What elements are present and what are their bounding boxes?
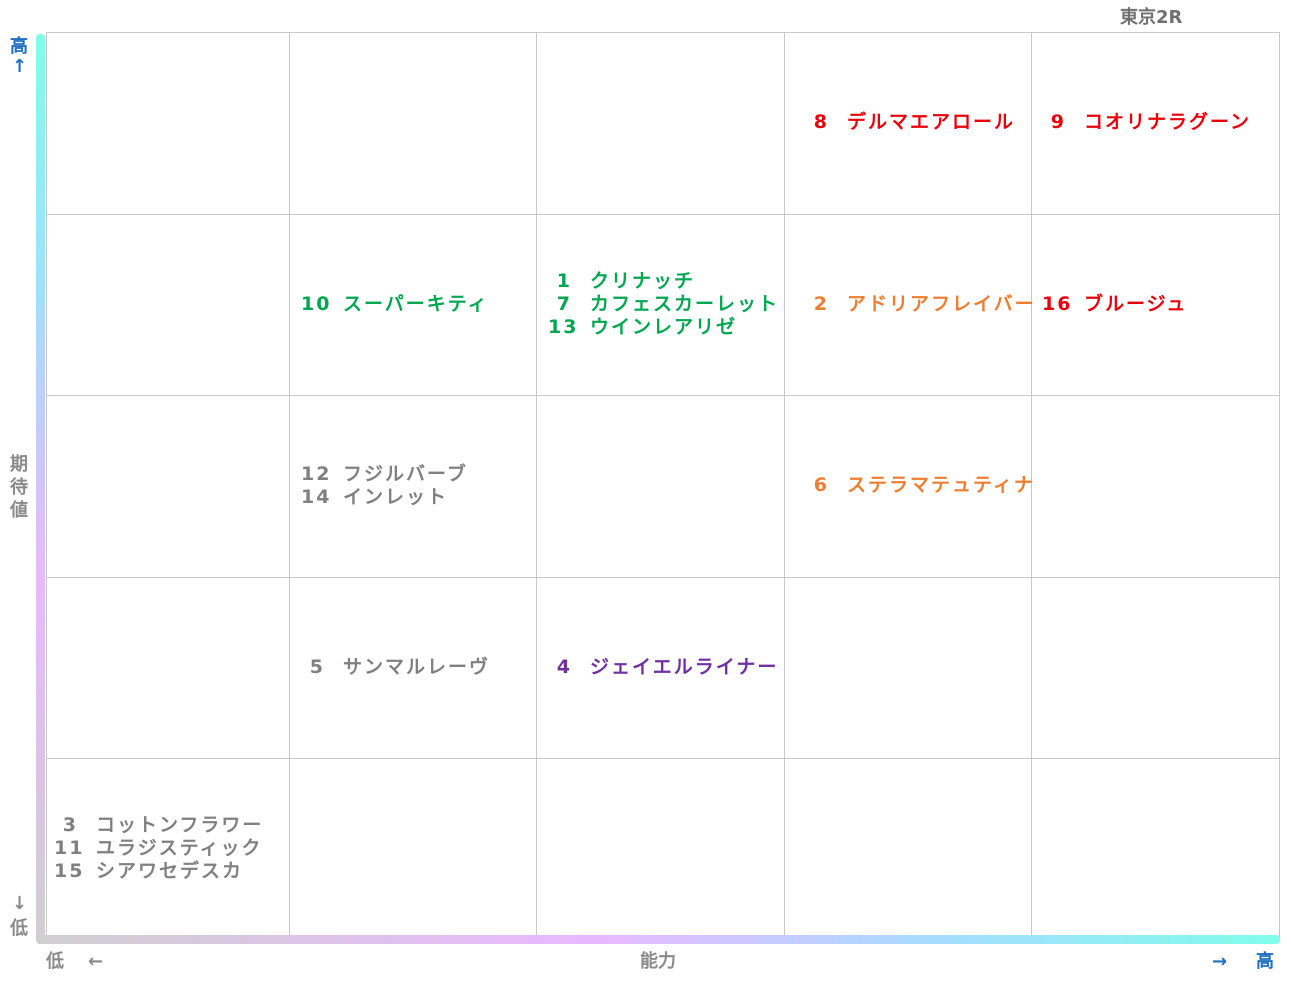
horse-name: ステラマテュティナ: [847, 474, 1035, 496]
x-high-label: 高: [1256, 951, 1274, 972]
horse-entry: 2 アドリアフレイバー: [805, 293, 1036, 316]
horse-name: カフェスカーレット: [590, 293, 780, 315]
cell-2-2: 10 スーパーキティ: [301, 293, 489, 316]
horse-number: 8: [813, 111, 829, 133]
y-title-char-2: 待: [10, 477, 28, 498]
horse-name: シアワセデスカ: [96, 860, 244, 882]
horse-entry: 8 デルマエアロール: [805, 111, 1015, 134]
horse-entry: 11 ユラジスティック: [54, 837, 263, 860]
y-low-label: 低: [10, 918, 28, 939]
horse-number: 14: [301, 486, 332, 508]
horse-number: 6: [813, 474, 829, 496]
grid-line-h3: [46, 577, 1280, 578]
horse-number: 5: [309, 656, 325, 678]
horse-entry: 12 フジルバーブ: [301, 463, 468, 486]
horse-entry: 5 サンマルレーヴ: [301, 656, 490, 679]
horse-number: 1: [556, 270, 572, 292]
horse-name: ウインレアリゼ: [590, 316, 738, 338]
horse-entry: 16 ブルージュ: [1042, 293, 1187, 316]
up-arrow-icon: ↑: [12, 56, 28, 77]
horse-number: 9: [1050, 111, 1066, 133]
x-low-label: 低: [46, 951, 64, 972]
cell-3-2: 1 クリナッチ 7 カフェスカーレット 13 ウインレアリゼ: [548, 270, 779, 339]
horse-name: デルマエアロール: [847, 111, 1016, 133]
horse-number: 11: [54, 837, 85, 859]
chart-title: 東京2R: [1120, 7, 1183, 28]
down-arrow-icon: ↓: [12, 893, 28, 914]
horse-entry: 15 シアワセデスカ: [54, 860, 263, 883]
horse-name: サンマルレーヴ: [343, 656, 491, 678]
horse-name: コオリナラグーン: [1084, 111, 1252, 133]
horse-number: 13: [548, 316, 579, 338]
horse-number: 7: [556, 293, 572, 315]
cell-4-3: 6 ステラマテュティナ: [805, 474, 1035, 497]
chart-grid: [46, 32, 1280, 941]
cell-4-1: 8 デルマエアロール: [805, 111, 1015, 134]
y-title-char-3: 値: [10, 500, 28, 521]
grid-line-h2: [46, 395, 1280, 396]
horse-number: 15: [54, 860, 85, 882]
y-title-char-1: 期: [10, 454, 28, 475]
left-arrow-icon: ←: [88, 951, 104, 972]
horse-number: 12: [301, 463, 332, 485]
x-axis-bar: [36, 935, 1280, 944]
horse-name: ブルージュ: [1084, 293, 1188, 315]
horse-number: 10: [301, 293, 332, 315]
cell-1-5: 3 コットンフラワー 11 ユラジスティック 15 シアワセデスカ: [54, 814, 263, 883]
horse-name: アドリアフレイバー: [847, 293, 1036, 315]
horse-entry: 4 ジェイエルライナー: [548, 656, 778, 679]
right-arrow-icon: →: [1212, 951, 1228, 972]
cell-2-4: 5 サンマルレーヴ: [301, 656, 490, 679]
grid-line-v2: [536, 32, 537, 941]
y-high-label: 高: [10, 36, 28, 57]
x-axis-title: 能力: [640, 951, 676, 972]
grid-line-v4: [1031, 32, 1032, 941]
horse-entry: 14 インレット: [301, 486, 468, 509]
cell-4-2: 2 アドリアフレイバー: [805, 293, 1036, 316]
horse-entry: 13 ウインレアリゼ: [548, 316, 779, 339]
horse-number: 3: [62, 814, 78, 836]
horse-name: ジェイエルライナー: [590, 656, 779, 678]
grid-line-h4: [46, 758, 1280, 759]
horse-name: ユラジスティック: [96, 837, 263, 859]
horse-entry: 6 ステラマテュティナ: [805, 474, 1035, 497]
cell-5-2: 16 ブルージュ: [1042, 293, 1187, 316]
horse-number: 16: [1042, 293, 1073, 315]
grid-line-v3: [784, 32, 785, 941]
horse-name: スーパーキティ: [343, 293, 489, 315]
horse-entry: 1 クリナッチ: [548, 270, 779, 293]
y-axis-bar: [36, 34, 45, 944]
cell-5-1: 9 コオリナラグーン: [1042, 111, 1251, 134]
horse-name: コットンフラワー: [96, 814, 264, 836]
cell-3-4: 4 ジェイエルライナー: [548, 656, 778, 679]
horse-entry: 3 コットンフラワー: [54, 814, 263, 837]
horse-name: インレット: [343, 486, 449, 508]
cell-2-3: 12 フジルバーブ 14 インレット: [301, 463, 468, 509]
grid-line-v1: [289, 32, 290, 941]
horse-name: クリナッチ: [590, 270, 696, 292]
horse-number: 2: [813, 293, 829, 315]
horse-entry: 7 カフェスカーレット: [548, 293, 779, 316]
horse-entry: 10 スーパーキティ: [301, 293, 489, 316]
horse-number: 4: [556, 656, 572, 678]
horse-name: フジルバーブ: [343, 463, 468, 485]
grid-line-h1: [46, 214, 1280, 215]
horse-entry: 9 コオリナラグーン: [1042, 111, 1251, 134]
